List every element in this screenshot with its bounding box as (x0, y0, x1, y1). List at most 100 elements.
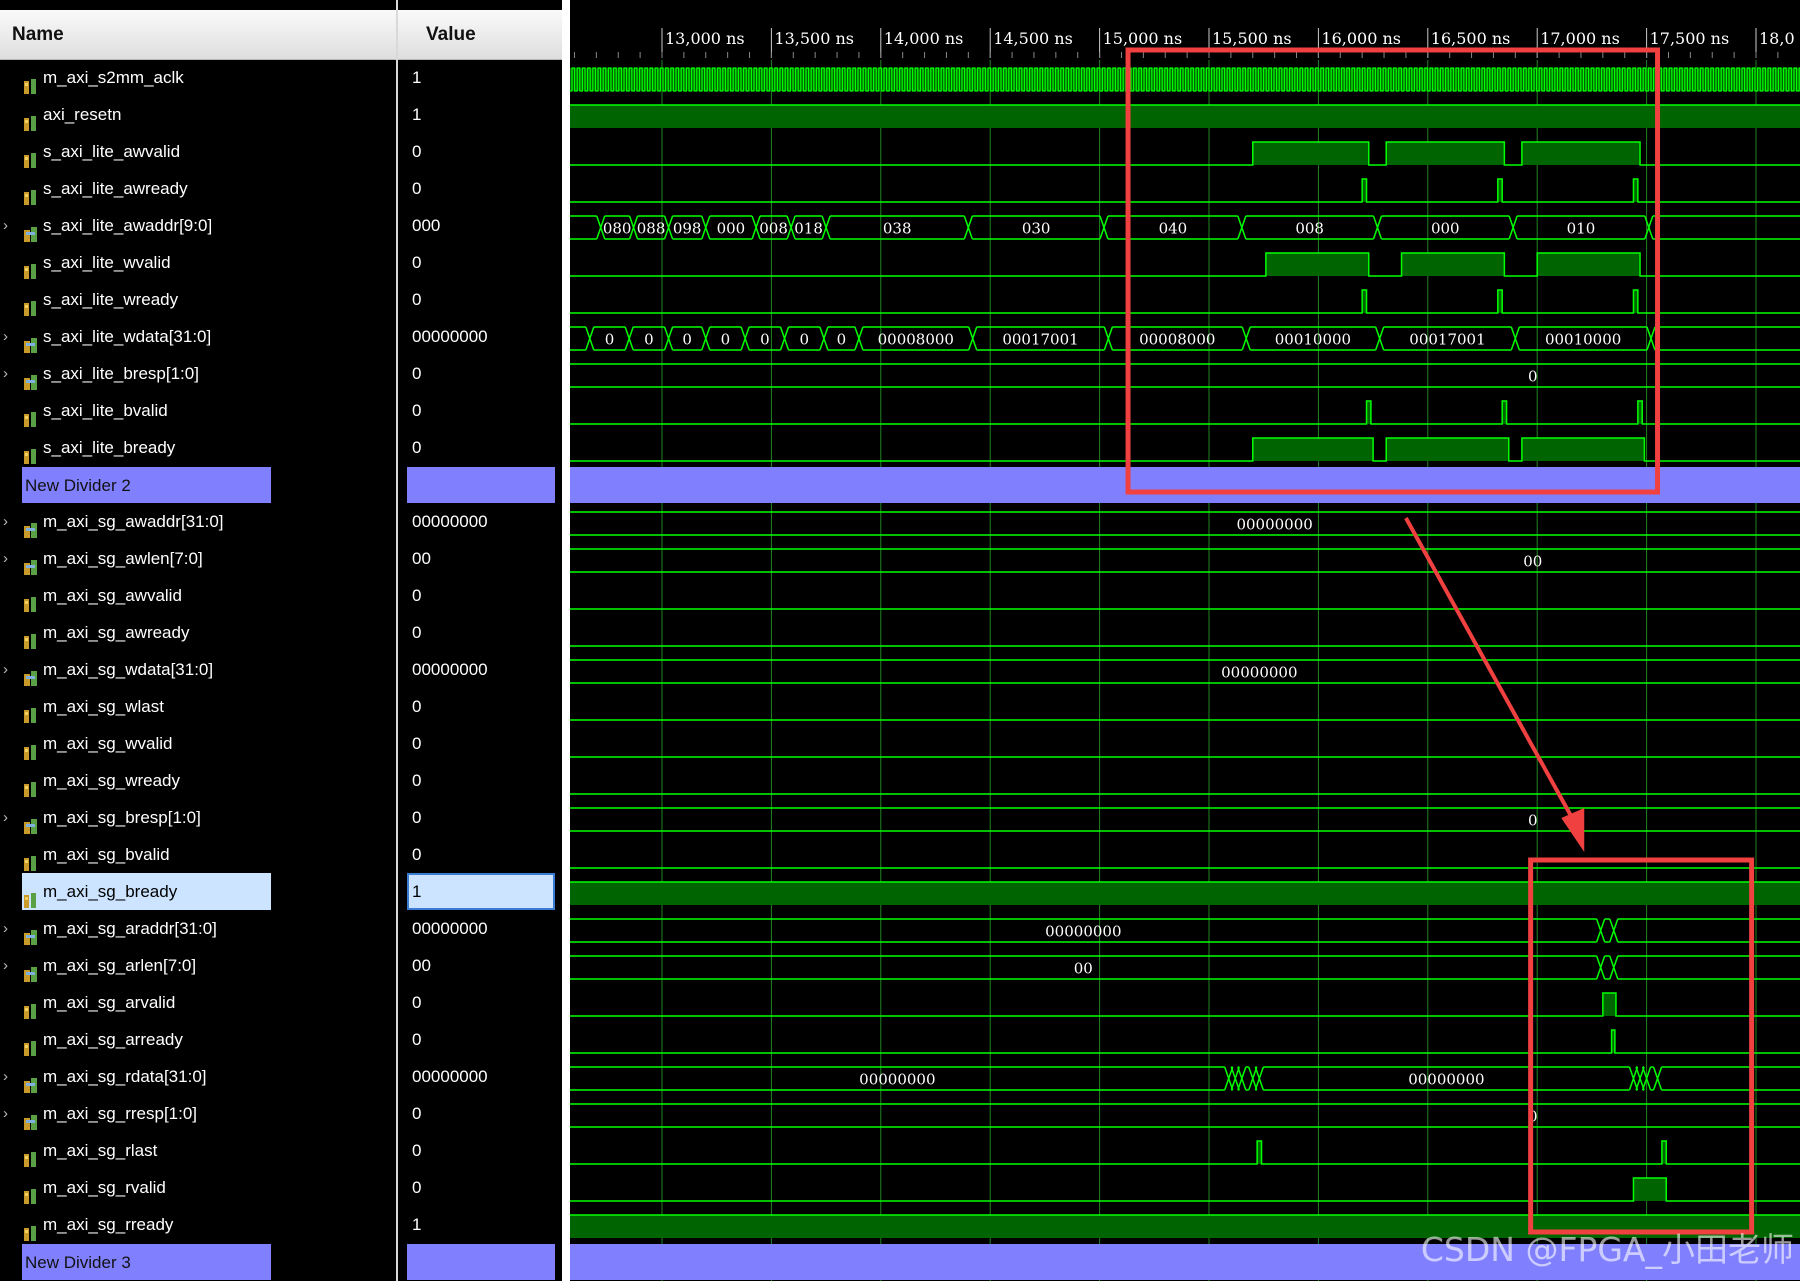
signal-high-fill (1386, 142, 1505, 165)
bus-value-label: 00008000 (1139, 331, 1215, 349)
signal-name: m_axi_sg_rlast (43, 1141, 158, 1160)
signal-name: s_axi_lite_awready (43, 179, 188, 198)
expand-chevron-icon[interactable]: › (3, 661, 8, 678)
bus-transition (1237, 215, 1247, 240)
bus-transition (1223, 1066, 1234, 1091)
signal-name: m_axi_sg_bresp[1:0] (43, 808, 201, 827)
signal-name: m_axi_sg_bvalid (43, 845, 170, 864)
signal-name: s_axi_lite_bvalid (43, 401, 168, 420)
signal-value: 0 (412, 1141, 422, 1160)
time-tick-label: 17,000 ns (1540, 29, 1620, 48)
signal-trace (570, 252, 1800, 277)
expand-chevron-icon[interactable]: › (3, 365, 8, 382)
signal-row[interactable]: m_axi_sg_bready (22, 873, 271, 910)
bus-segment (1112, 326, 1243, 351)
signal-name: m_axi_sg_bready (43, 882, 178, 901)
bus-transition (701, 326, 711, 351)
bus-value-label: 080 (603, 220, 632, 238)
bus-transition (1508, 215, 1518, 240)
bus-segment (570, 918, 1597, 943)
bus-value-label: 0 (1528, 812, 1538, 830)
bus-value-label: 00000000 (1236, 516, 1312, 534)
bus-value-label: 000 (717, 220, 746, 238)
bus-transition (585, 326, 595, 351)
bus-segment (1245, 1066, 1249, 1091)
signal-name: s_axi_lite_bready (43, 438, 176, 457)
name-column-header[interactable]: Name (0, 10, 398, 60)
expand-chevron-icon[interactable]: › (3, 957, 8, 974)
bus-value-label: 00010000 (1545, 331, 1621, 349)
bus-segment (1263, 1066, 1630, 1091)
divider-row[interactable]: New Divider 2 (22, 467, 271, 503)
signal-high-fill (1602, 993, 1616, 1016)
signal-high-fill (1362, 179, 1367, 202)
bus-segment (749, 326, 781, 351)
bus-value-label: 00 (1074, 960, 1093, 978)
signal-value: 00000000 (412, 512, 488, 531)
bus-segment (570, 659, 1800, 684)
bus-segment (633, 326, 665, 351)
bus-segment (862, 326, 969, 351)
expand-chevron-icon[interactable]: › (3, 1068, 8, 1085)
signal-name: m_axi_sg_rready (43, 1215, 174, 1234)
bus-segment (672, 326, 702, 351)
highlight-arrow-line (1404, 517, 1577, 823)
scalar-signal-icon (24, 1180, 37, 1204)
divider-row[interactable]: New Divider 3 (22, 1244, 271, 1280)
signal-name: m_axi_sg_rresp[1:0] (43, 1104, 198, 1123)
signal-name: m_axi_sg_awvalid (43, 586, 182, 605)
expand-chevron-icon[interactable]: › (3, 1105, 8, 1122)
bus-transition (1103, 326, 1114, 351)
bus-signal-icon (24, 1069, 37, 1093)
expand-chevron-icon[interactable]: › (3, 809, 8, 826)
signal-name: m_axi_sg_wlast (43, 697, 164, 716)
bus-segment (570, 548, 1800, 573)
scalar-signal-icon (24, 1217, 37, 1241)
signal-trace (570, 1177, 1800, 1202)
bus-segment (570, 1103, 1800, 1128)
bus-value-label: 0 (1528, 368, 1538, 386)
signal-name: New Divider 3 (25, 1253, 131, 1272)
expand-chevron-icon[interactable]: › (3, 217, 8, 234)
bus-segment (570, 215, 597, 240)
value-column-header[interactable]: Value (398, 10, 562, 60)
bus-segment (637, 215, 665, 240)
bus-transition (1609, 918, 1619, 943)
bus-value-label: 0 (605, 331, 615, 349)
scalar-signal-icon (24, 107, 37, 131)
bus-transition (1374, 326, 1385, 351)
time-tick-label: 16,000 ns (1321, 29, 1401, 48)
bus-value-label: 00017001 (1002, 331, 1078, 349)
signal-value: 0 (412, 586, 422, 605)
bus-value-label: 0 (837, 331, 847, 349)
signal-high-fill (1661, 1141, 1667, 1164)
waveform-splitter[interactable] (562, 0, 570, 1281)
expand-chevron-icon[interactable]: › (3, 513, 8, 530)
signal-high-fill (1497, 290, 1503, 313)
scalar-signal-icon (24, 440, 37, 464)
signal-value: 0 (412, 771, 422, 790)
signal-high-fill (1362, 290, 1367, 313)
bus-value-label: 00000000 (859, 1071, 935, 1089)
bus-transition (779, 326, 790, 351)
bus-signal-icon (24, 1106, 37, 1130)
expand-chevron-icon[interactable]: › (3, 920, 8, 937)
time-tick-label: 16,500 ns (1431, 29, 1511, 48)
bus-transition (821, 215, 831, 240)
signal-name-panel: Name m_axi_s2mm_aclk axi_resetn s_axi_lite… (0, 0, 398, 1281)
signal-name: s_axi_lite_wready (43, 290, 179, 309)
waveform-view[interactable]: 13,000 ns 13,500 ns 14,000 ns 14,500 ns 15,0… (570, 0, 1800, 1281)
signal-trace (570, 289, 1800, 314)
expand-chevron-icon[interactable]: › (3, 550, 8, 567)
bus-transition (1595, 918, 1606, 943)
expand-chevron-icon[interactable]: › (3, 328, 8, 345)
bus-value-label: 008 (759, 220, 788, 238)
highlight-box-bottom (1528, 857, 1755, 1235)
bus-transition (1254, 1066, 1265, 1091)
bus-value-label: 008 (1295, 220, 1324, 238)
bus-segment (1519, 326, 1647, 351)
signal-name: s_axi_lite_awvalid (43, 142, 181, 161)
signal-high-fill (1497, 179, 1503, 202)
signal-value: 1 (412, 1215, 422, 1234)
signal-value[interactable]: 1 (407, 873, 555, 910)
